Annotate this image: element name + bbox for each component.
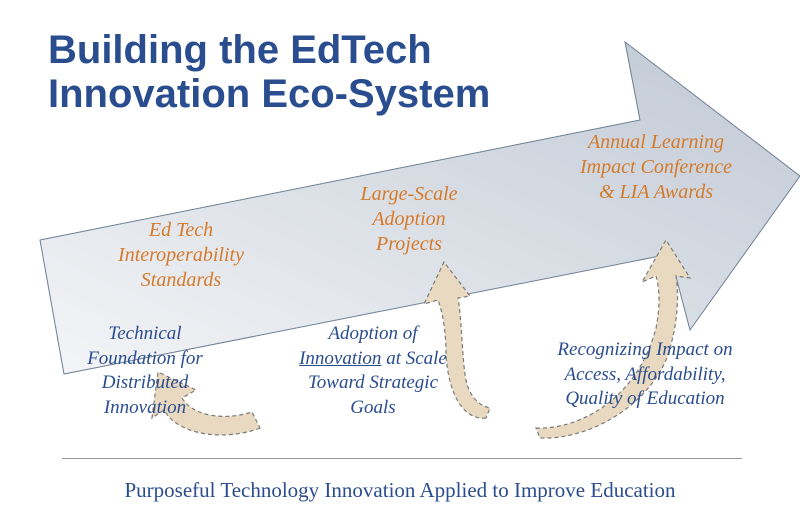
stage-2-label: Large-ScaleAdoptionProjects [324,182,494,257]
diagram-canvas: Building the EdTech Innovation Eco-Syste… [0,0,800,527]
title-line-2: Innovation Eco-System [48,72,490,117]
stage-1-desc: TechnicalFoundation forDistributedInnova… [60,322,230,421]
stage-3-label: Annual LearningImpact Conference& LIA Aw… [546,130,766,205]
stage-2-desc: Adoption ofInnovation at ScaleToward Str… [268,322,478,421]
stage-3-desc: Recognizing Impact onAccess, Affordabili… [530,338,760,412]
divider-line [62,458,742,459]
stage-1-label: Ed TechInteroperabilityStandards [91,218,271,293]
footer-text: Purposeful Technology Innovation Applied… [0,478,800,503]
title-line-1: Building the EdTech [48,28,432,73]
